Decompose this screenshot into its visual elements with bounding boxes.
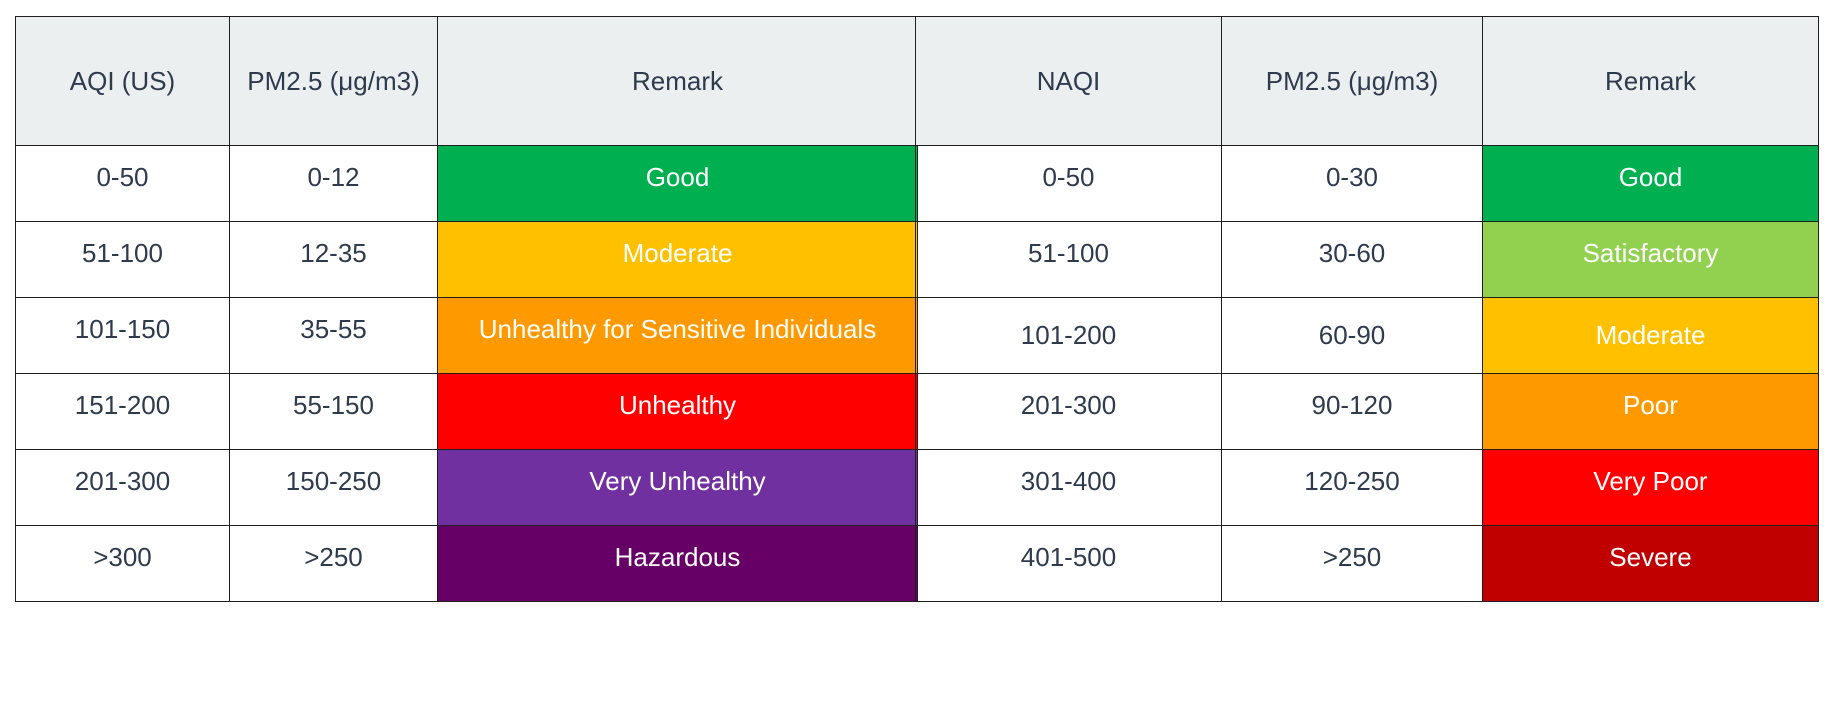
remark-cell: Moderate — [1482, 297, 1819, 374]
aqi-range-cell: 151-200 — [15, 373, 230, 450]
table-row: 101-150 35-55 Unhealthy for Sensitive In… — [15, 297, 918, 374]
aqi-range-cell: 0-50 — [915, 145, 1222, 222]
header-pm25: PM2.5 (μg/m3) — [1221, 16, 1483, 146]
pm25-range-cell: >250 — [229, 525, 438, 602]
remark-cell: Unhealthy for Sensitive Individuals — [437, 297, 918, 374]
aqi-range-cell: >300 — [15, 525, 230, 602]
header-naqi: NAQI — [915, 16, 1222, 146]
aqi-range-cell: 101-150 — [15, 297, 230, 374]
aqi-range-cell: 51-100 — [915, 221, 1222, 298]
pm25-range-cell: 55-150 — [229, 373, 438, 450]
remark-cell: Poor — [1482, 373, 1819, 450]
remark-cell: Satisfactory — [1482, 221, 1819, 298]
header-pm25: PM2.5 (μg/m3) — [229, 16, 438, 146]
header-remark: Remark — [1482, 16, 1819, 146]
table-row: 151-200 55-150 Unhealthy — [15, 373, 918, 450]
pm25-range-cell: 150-250 — [229, 449, 438, 526]
table-row: 201-300 90-120 Poor — [915, 373, 1819, 450]
table-header-row: AQI (US) PM2.5 (μg/m3) Remark — [15, 16, 918, 146]
table-row: 51-100 12-35 Moderate — [15, 221, 918, 298]
header-remark: Remark — [437, 16, 918, 146]
table-row: 0-50 0-30 Good — [915, 145, 1819, 222]
remark-cell: Severe — [1482, 525, 1819, 602]
table-row: 301-400 120-250 Very Poor — [915, 449, 1819, 526]
remark-cell: Hazardous — [437, 525, 918, 602]
remark-cell: Good — [1482, 145, 1819, 222]
aqi-range-cell: 201-300 — [915, 373, 1222, 450]
table-row: >300 >250 Hazardous — [15, 525, 918, 602]
remark-cell: Unhealthy — [437, 373, 918, 450]
table-row: 0-50 0-12 Good — [15, 145, 918, 222]
remark-cell: Moderate — [437, 221, 918, 298]
aqi-range-cell: 101-200 — [915, 297, 1222, 374]
aqi-range-cell: 301-400 — [915, 449, 1222, 526]
pm25-range-cell: 60-90 — [1221, 297, 1483, 374]
pm25-range-cell: >250 — [1221, 525, 1483, 602]
aqi-range-cell: 51-100 — [15, 221, 230, 298]
remark-cell: Very Unhealthy — [437, 449, 918, 526]
pm25-range-cell: 0-30 — [1221, 145, 1483, 222]
table-row: 51-100 30-60 Satisfactory — [915, 221, 1819, 298]
naqi-table: NAQI PM2.5 (μg/m3) Remark 0-50 0-30 Good… — [915, 16, 1819, 602]
pm25-range-cell: 12-35 — [229, 221, 438, 298]
remark-cell: Very Poor — [1482, 449, 1819, 526]
us-aqi-table: AQI (US) PM2.5 (μg/m3) Remark 0-50 0-12 … — [15, 16, 918, 602]
remark-cell: Good — [437, 145, 918, 222]
pm25-range-cell: 0-12 — [229, 145, 438, 222]
aqi-range-cell: 401-500 — [915, 525, 1222, 602]
header-aqi-us: AQI (US) — [15, 16, 230, 146]
table-header-row: NAQI PM2.5 (μg/m3) Remark — [915, 16, 1819, 146]
aqi-range-cell: 201-300 — [15, 449, 230, 526]
pm25-range-cell: 120-250 — [1221, 449, 1483, 526]
table-row: 401-500 >250 Severe — [915, 525, 1819, 602]
pm25-range-cell: 30-60 — [1221, 221, 1483, 298]
pm25-range-cell: 90-120 — [1221, 373, 1483, 450]
pm25-range-cell: 35-55 — [229, 297, 438, 374]
table-row: 201-300 150-250 Very Unhealthy — [15, 449, 918, 526]
aqi-range-cell: 0-50 — [15, 145, 230, 222]
